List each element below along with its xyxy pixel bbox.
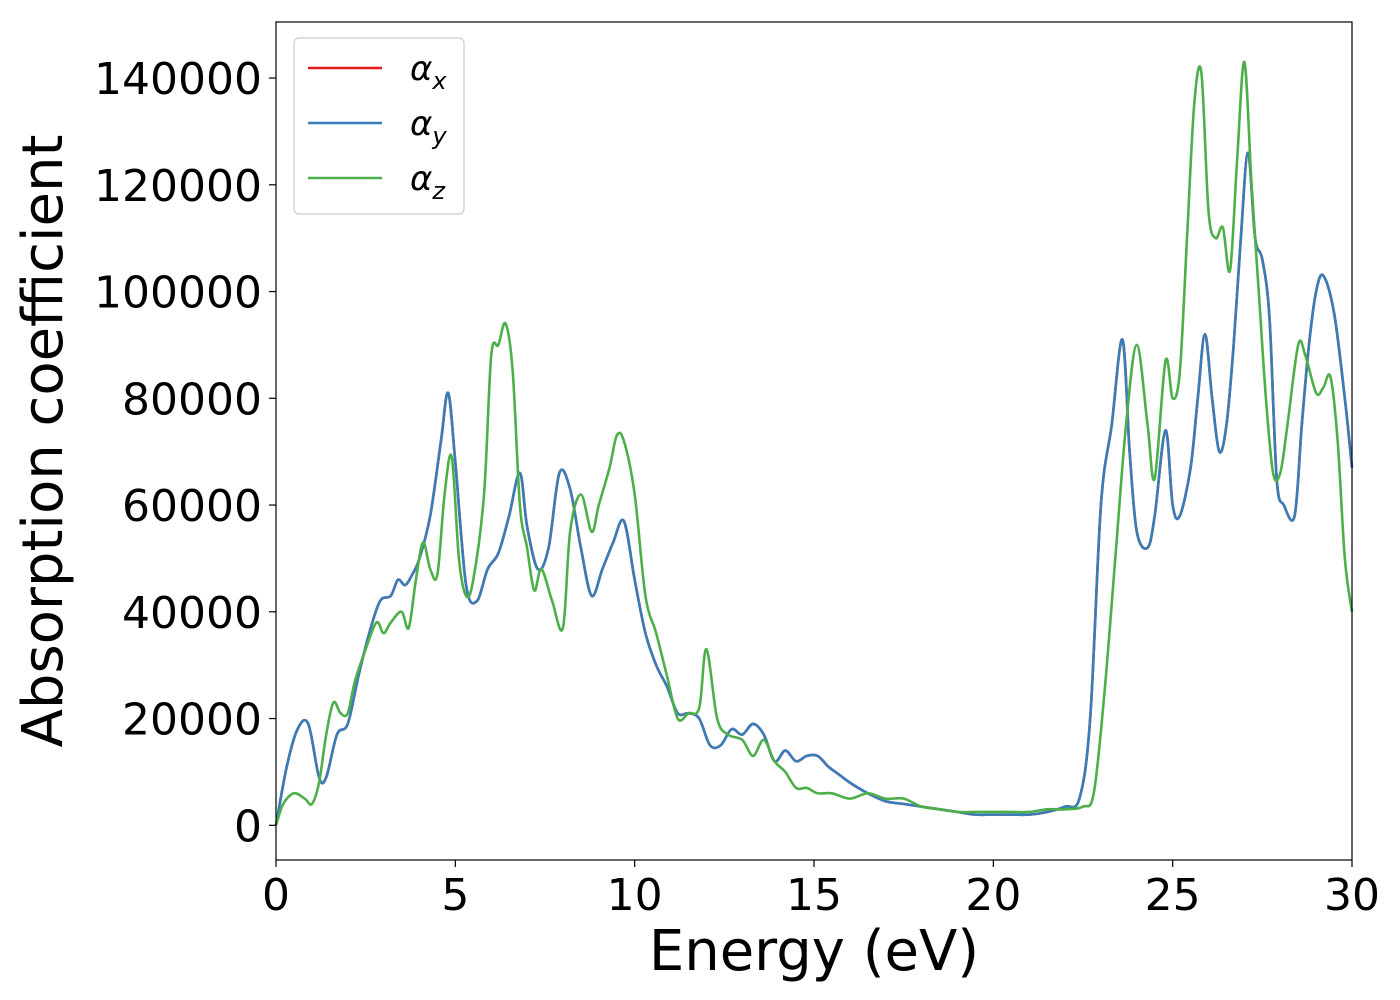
x-axis-label: Energy (eV) [649,919,979,984]
legend-entry-x: αx [308,49,447,95]
y-axis-label: Absorption coefficient [11,135,76,748]
x-tick-label: 25 [1145,870,1201,921]
y-axis-ticks: 0 20000 40000 60000 80000 100000 120000 140000 [94,54,276,852]
x-tick-label: 10 [607,870,663,921]
legend-entry-z: αz [308,159,446,205]
x-tick-label: 15 [786,870,842,921]
y-tick-label: 120000 [94,161,262,212]
series-line-y [274,151,1354,826]
y-tick-label: 140000 [94,54,262,105]
y-tick-label: 20000 [122,695,262,746]
legend-entry-y: αy [308,104,447,150]
legend: αx αy αz [293,37,465,215]
y-tick-label: 40000 [122,588,262,639]
legend-label: αx [410,49,447,95]
series-line-z [274,60,1354,826]
y-tick-label: 80000 [122,374,262,425]
y-tick-label: 60000 [122,481,262,532]
x-tick-label: 30 [1324,870,1380,921]
legend-label: αy [410,104,447,150]
x-tick-label: 5 [441,870,469,921]
x-tick-label: 20 [965,870,1021,921]
y-tick-label: 0 [234,801,262,852]
x-axis-ticks: 0 5 10 15 20 25 30 [262,860,1380,921]
x-tick-label: 0 [262,870,290,921]
legend-label: αz [410,159,446,205]
series-layer [274,60,1354,826]
y-tick-label: 100000 [94,268,262,319]
legend-box [293,37,465,215]
